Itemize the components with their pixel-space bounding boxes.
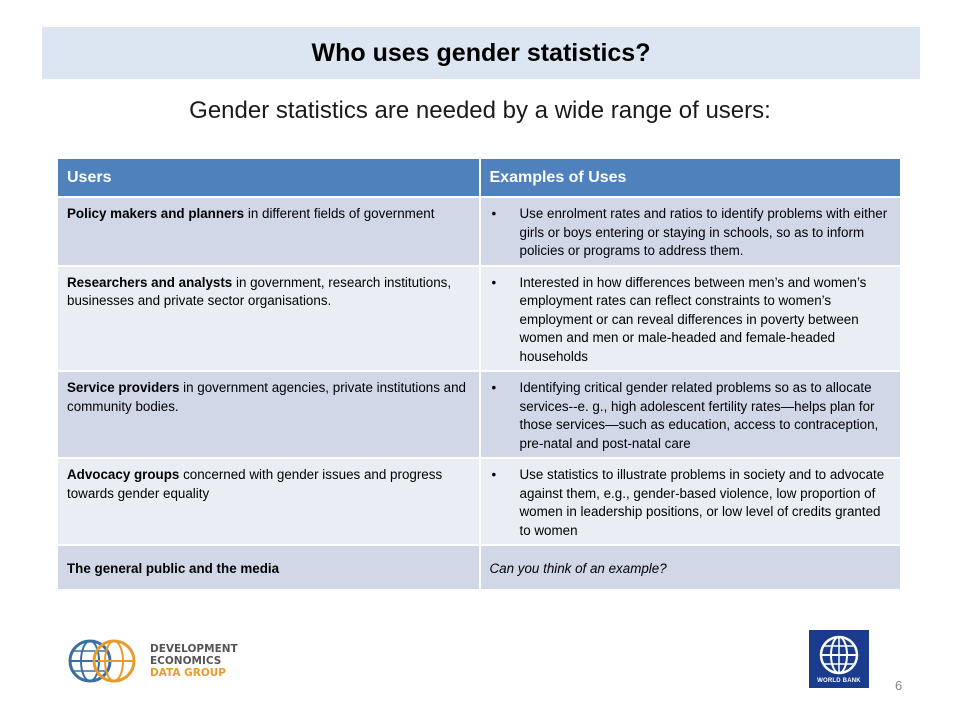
example-text: Interested in how differences between me…: [519, 274, 867, 364]
user-cell: Researchers and analysts in government, …: [58, 264, 481, 371]
user-cell: Advocacy groups concerned with gender is…: [58, 457, 481, 545]
example-text: Use statistics to illustrate problems in…: [519, 467, 885, 538]
example-cell: Can you think of an example?: [479, 544, 902, 589]
globe-logo-icon: [68, 639, 136, 683]
user-description: in government, research institutions, bu…: [67, 274, 452, 309]
header-examples: Examples of Uses: [479, 159, 902, 197]
example-cell: • Identifying critical gender related pro…: [479, 370, 902, 458]
example-cell: • Interested in how differences between m…: [479, 264, 902, 371]
bullet-icon: •: [491, 274, 497, 290]
development-economics-logo: DEVELOPMENT ECONOMICS DATA GROUP: [62, 632, 262, 690]
header-users: Users: [58, 159, 481, 197]
page-number: 6: [895, 678, 903, 693]
bullet-icon: •: [491, 467, 497, 482]
world-bank-logo: WORLD BANK: [809, 630, 869, 688]
example-text: Use enrolment rates and ratios to identi…: [519, 206, 888, 258]
user-cell: Policy makers and planners in different …: [58, 196, 481, 266]
user-cell: Service providers in government agencies…: [58, 370, 481, 458]
table-row: The general public and the media Can you…: [58, 544, 902, 589]
world-bank-text: WORLD BANK: [817, 678, 861, 684]
bullet-icon: •: [491, 380, 497, 395]
example-text: Identifying critical gender related prob…: [519, 380, 879, 451]
example-cell: • Use statistics to illustrate problems i…: [479, 457, 902, 545]
user-name: Policy makers and planners: [67, 206, 245, 221]
table-row: Service providers in government agencies…: [58, 370, 902, 458]
logo-line-2: DATA GROUP: [150, 667, 227, 680]
user-description: in different fields of government: [244, 206, 435, 221]
page-title: Who uses gender statistics?: [311, 38, 651, 67]
table-header-row: Users Examples of Uses: [58, 159, 902, 197]
table-row: Advocacy groups concerned with gender is…: [58, 457, 902, 545]
logo-text: DEVELOPMENT ECONOMICS DATA GROUP: [150, 643, 262, 679]
user-name: Service providers: [67, 380, 180, 395]
user-name: Researchers and analysts: [67, 274, 233, 290]
title-bar: Who uses gender statistics?: [42, 27, 920, 79]
table-row: Policy makers and planners in different …: [58, 196, 902, 266]
subtitle: Gender statistics are needed by a wide r…: [189, 97, 771, 124]
user-cell: The general public and the media: [58, 544, 481, 589]
user-description: in government agencies, private institut…: [67, 380, 466, 414]
user-name: Advocacy groups: [67, 467, 180, 482]
bullet-icon: •: [491, 206, 497, 221]
table-row: Researchers and analysts in government, …: [58, 264, 902, 371]
logo-line-1: DEVELOPMENT ECONOMICS: [150, 642, 238, 667]
example-cell: • Use enrolment rates and ratios to ident…: [479, 196, 902, 266]
users-table: Users Examples of Uses Policy makers and…: [58, 159, 902, 589]
world-globe-icon: [819, 635, 859, 675]
user-description: concerned with gender issues and progres…: [67, 467, 443, 501]
